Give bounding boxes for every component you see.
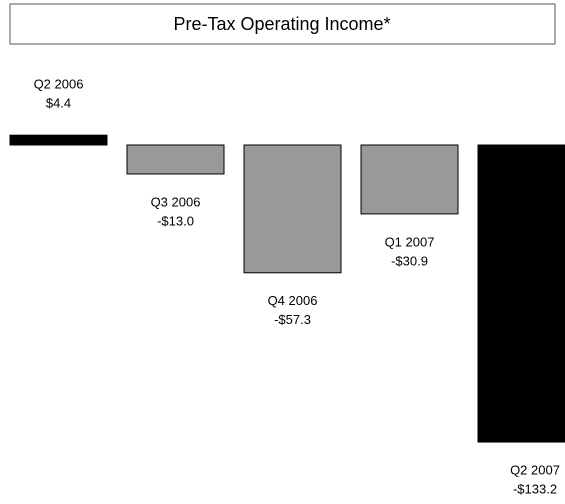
bar (477, 144, 565, 443)
category-label: Q4 2006 (268, 293, 318, 308)
bar (9, 134, 108, 146)
value-label: -$13.0 (157, 213, 194, 228)
bar (126, 144, 225, 175)
category-label: Q2 2007 (510, 462, 560, 477)
category-label: Q1 2007 (385, 234, 435, 249)
category-label: Q2 2006 (34, 77, 84, 92)
bar (360, 144, 459, 215)
value-label: -$57.3 (274, 312, 311, 327)
value-label: $4.4 (46, 96, 71, 111)
category-label: Q3 2006 (151, 194, 201, 209)
value-label: -$30.9 (391, 253, 428, 268)
title-box (9, 3, 556, 45)
chart-title: Pre-Tax Operating Income* (173, 14, 390, 34)
value-label: -$133.2 (513, 481, 557, 496)
bar (243, 144, 342, 274)
